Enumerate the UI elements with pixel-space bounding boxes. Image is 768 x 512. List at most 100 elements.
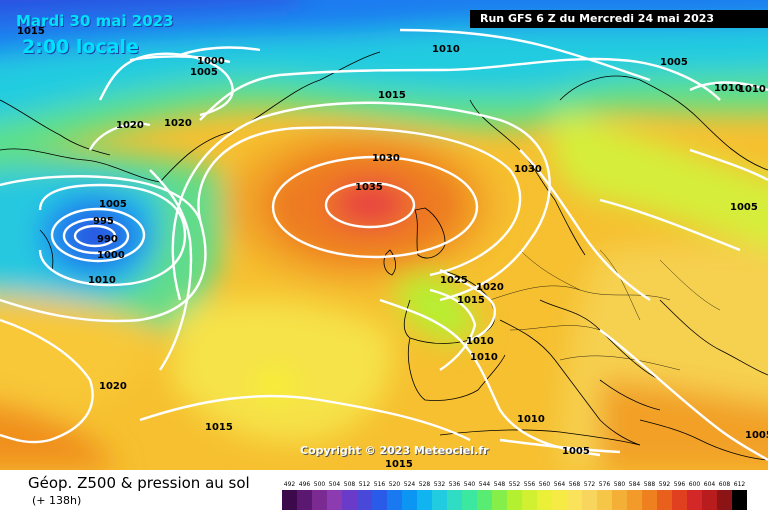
- legend-color-swatch: [447, 490, 462, 510]
- forecast-lead-time: (+ 138h): [32, 494, 82, 507]
- geopotential-field: [0, 0, 768, 470]
- map-title: Géop. Z500 & pression au sol: [28, 474, 250, 492]
- forecast-time: 2:00 locale: [22, 36, 139, 58]
- legend-color-swatch: [597, 490, 612, 510]
- legend-color-swatch: [312, 490, 327, 510]
- isobar-label: 1015: [378, 90, 406, 101]
- legend-value-label: 492: [284, 481, 296, 488]
- legend-value-label: 536: [449, 481, 461, 488]
- weather-map: 1015 1000 1005 1010 1015 1005 1010 1010 …: [0, 0, 768, 470]
- isobar-label: 1015: [457, 295, 485, 306]
- isobar-label: 1005: [730, 202, 758, 213]
- legend-color-swatch: [492, 490, 507, 510]
- isobar-label: 1005: [190, 67, 218, 78]
- legend-color-swatch: [672, 490, 687, 510]
- isobar-label: 990: [97, 234, 118, 245]
- isobar-label: 1035: [355, 182, 383, 193]
- legend-value-label: 596: [674, 481, 686, 488]
- model-run-label: Run GFS 6 Z du Mercredi 24 mai 2023: [470, 10, 768, 28]
- isobar-label: 1020: [476, 282, 504, 293]
- isobar-label: 1005: [745, 430, 768, 441]
- isobar-label: 1030: [372, 153, 400, 164]
- isobar-label: 1005: [562, 446, 590, 457]
- legend-color-swatch: [477, 490, 492, 510]
- legend-value-label: 604: [704, 481, 716, 488]
- isobar-label: 1020: [164, 118, 192, 129]
- legend-value-label: 508: [344, 481, 356, 488]
- legend-value-label: 500: [314, 481, 326, 488]
- legend-color-swatch: [327, 490, 342, 510]
- legend-value-label: 516: [374, 481, 386, 488]
- isobar-label: 1020: [116, 120, 144, 131]
- legend-color-swatch: [417, 490, 432, 510]
- isobar-label: 1020: [99, 381, 127, 392]
- legend-color-swatch: [642, 490, 657, 510]
- legend-value-label: 580: [614, 481, 626, 488]
- isobar-label: 1030: [514, 164, 542, 175]
- legend-value-label: 532: [434, 481, 446, 488]
- isobars: [0, 28, 768, 462]
- legend-color-swatch: [657, 490, 672, 510]
- legend-color-swatch: [357, 490, 372, 510]
- legend-value-label: 520: [389, 481, 401, 488]
- isobar-label: 1015: [205, 422, 233, 433]
- isobar-label: 1010: [714, 83, 742, 94]
- legend-color-swatch: [687, 490, 702, 510]
- legend-value-label: 588: [644, 481, 656, 488]
- isobar-label: 1010: [738, 84, 766, 95]
- legend-value-label: 592: [659, 481, 671, 488]
- isobar-label: 1015: [385, 459, 413, 470]
- coastlines: [0, 51, 768, 461]
- color-scale-legend: 492 496 500 504 508 512 516 520 524 528 532 536 540 5…: [282, 481, 747, 510]
- legend-value-label: 528: [419, 481, 431, 488]
- isobar-label: 1010: [470, 352, 498, 363]
- legend-color-swatch: [717, 490, 732, 510]
- legend-value-label: 584: [629, 481, 641, 488]
- legend-value-label: 556: [524, 481, 536, 488]
- legend-color-swatch: [402, 490, 417, 510]
- legend-color-swatch: [507, 490, 522, 510]
- legend-value-label: 568: [569, 481, 581, 488]
- legend-value-label: 612: [734, 481, 746, 488]
- legend-color-swatch: [432, 490, 447, 510]
- legend-value-label: 572: [584, 481, 596, 488]
- legend-color-swatch: [732, 490, 747, 510]
- legend-color-swatch: [537, 490, 552, 510]
- legend-value-label: 600: [689, 481, 701, 488]
- legend-value-label: 564: [554, 481, 566, 488]
- legend-color-swatch: [522, 490, 537, 510]
- isobar-label: 1010: [517, 414, 545, 425]
- legend-color-swatch: [552, 490, 567, 510]
- isobar-label: 1010: [432, 44, 460, 55]
- legend-color-swatch: [372, 490, 387, 510]
- isobar-label: 1025: [440, 275, 468, 286]
- legend-color-swatch: [297, 490, 312, 510]
- legend-value-label: 576: [599, 481, 611, 488]
- legend-value-label: 496: [299, 481, 311, 488]
- isobar-label: 1010: [88, 275, 116, 286]
- copyright-notice: Copyright © 2023 Meteociel.fr: [300, 444, 489, 457]
- isobar-label: 1000: [197, 56, 225, 67]
- isobar-label: 995: [93, 216, 114, 227]
- legend-color-swatch: [282, 490, 297, 510]
- legend-value-label: 552: [509, 481, 521, 488]
- legend-value-label: 512: [359, 481, 371, 488]
- isobar-labels: 1015 1000 1005 1010 1015 1005 1010 1010 …: [17, 26, 768, 470]
- legend-color-swatch: [567, 490, 582, 510]
- isobar-label: 1000: [97, 250, 125, 261]
- forecast-date: Mardi 30 mai 2023: [16, 12, 174, 30]
- legend-color-swatch: [627, 490, 642, 510]
- legend-color-swatch: [462, 490, 477, 510]
- legend-value-label: 544: [479, 481, 491, 488]
- isobar-label: 1005: [99, 199, 127, 210]
- legend-value-label: 548: [494, 481, 506, 488]
- legend-value-label: 524: [404, 481, 416, 488]
- legend-value-label: 560: [539, 481, 551, 488]
- isobar-label: 1010: [466, 336, 494, 347]
- legend-color-swatch: [582, 490, 597, 510]
- legend-color-swatch: [702, 490, 717, 510]
- legend-color-swatch: [387, 490, 402, 510]
- legend-value-label: 608: [719, 481, 731, 488]
- legend-color-swatch: [342, 490, 357, 510]
- isobar-label: 1005: [660, 57, 688, 68]
